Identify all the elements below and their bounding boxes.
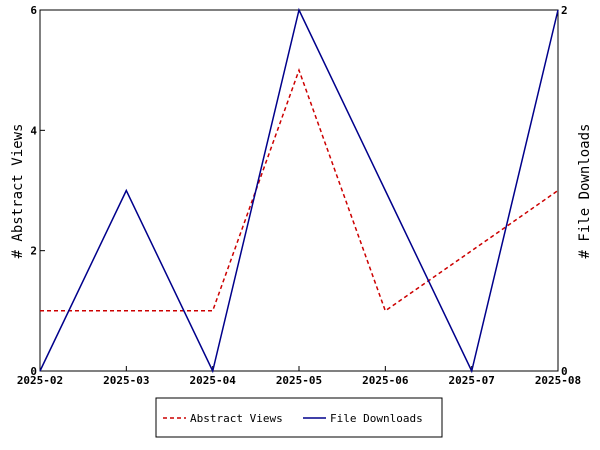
x-tick-label: 2025-07	[448, 374, 494, 387]
left-y-tick-label: 2	[30, 245, 37, 258]
legend-label-abstract-views: Abstract Views	[190, 412, 283, 425]
legend: Abstract Views File Downloads	[155, 397, 443, 438]
series-line-abstract-views	[40, 67, 559, 312]
legend-label-file-downloads: File Downloads	[330, 412, 423, 425]
right-y-tick-label: 2	[561, 4, 568, 17]
x-tick-label: 2025-03	[103, 374, 149, 387]
x-tick-label: 2025-04	[189, 374, 236, 387]
x-tick-label: 2025-06	[362, 374, 409, 387]
axis-ticks: 2025-02 2025-03 2025-04 2025-05 2025-06 2025-…	[17, 4, 581, 387]
x-tick-label: 2025-02	[17, 374, 63, 387]
x-tick-label: 2025-05	[276, 374, 322, 387]
left-y-tick-label: 6	[30, 4, 37, 17]
left-y-tick-label: 4	[30, 124, 37, 137]
left-axis-title: # Abstract Views	[10, 124, 26, 259]
series-line-file-downloads	[39, 7, 559, 374]
right-axis-title: # File Downloads	[577, 124, 593, 259]
legend-box	[155, 397, 443, 438]
x-tick-label: 2025-08	[535, 374, 581, 387]
right-y-tick-label: 0	[561, 365, 568, 378]
left-y-tick-label: 0	[30, 365, 37, 378]
series-lines	[39, 7, 559, 374]
plot-area	[39, 9, 559, 372]
